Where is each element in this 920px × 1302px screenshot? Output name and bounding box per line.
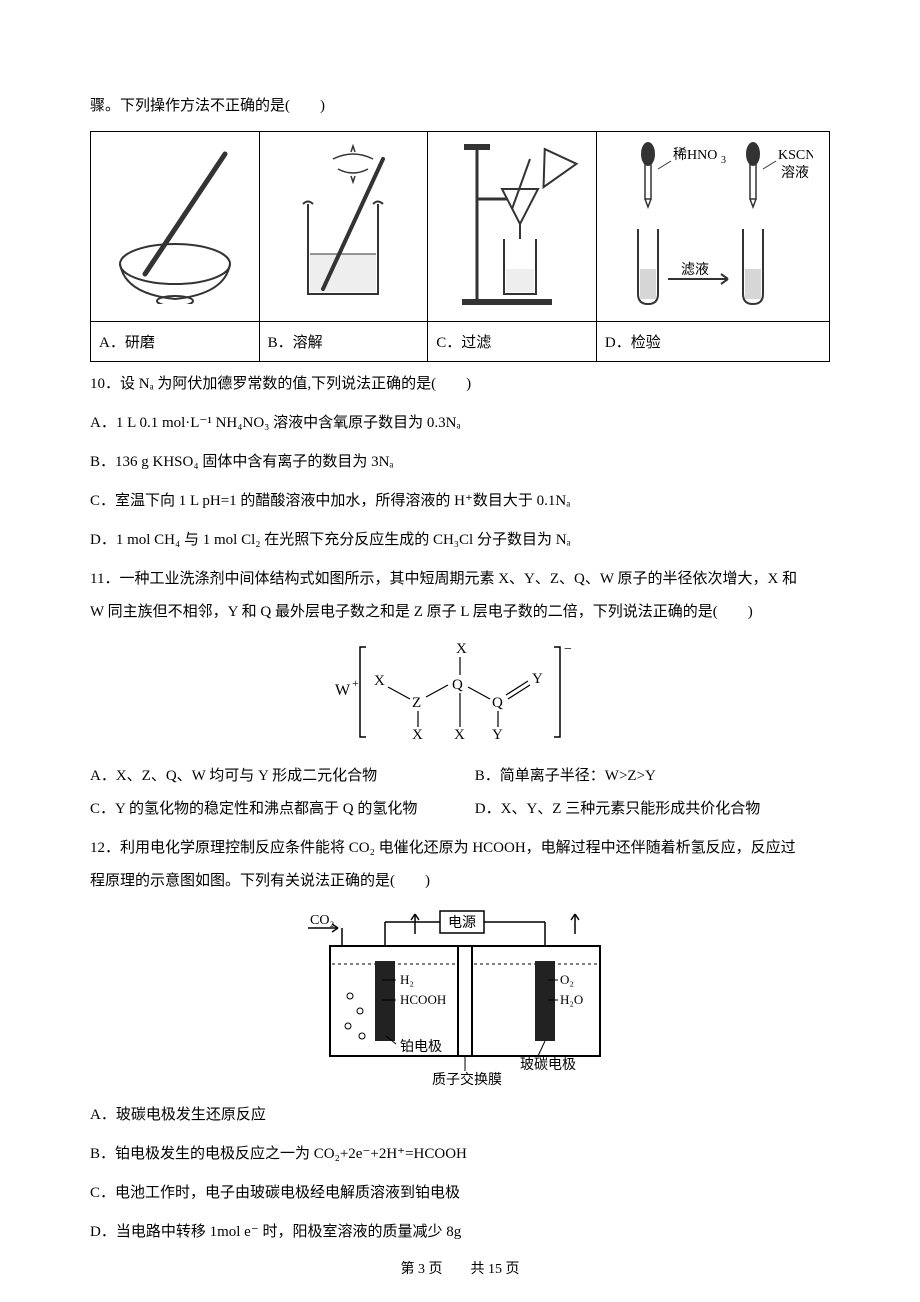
options-table: 稀HNO 3 KSCN 溶液 滤液 A．研磨 B．溶解 C．过滤 D．检验 [90, 131, 830, 362]
q10-stem: 10．设 Nₐ 为阿伏加德罗常数的值,下列说法正确的是( ) [90, 368, 830, 401]
gc-label: 玻碳电极 [520, 1057, 576, 1073]
cell-c-image [428, 132, 597, 322]
option-d: D．检验 [596, 322, 829, 362]
table-image-row: 稀HNO 3 KSCN 溶液 滤液 [91, 132, 830, 322]
cell-d-image: 稀HNO 3 KSCN 溶液 滤液 [596, 132, 829, 322]
q11-b: B．简单离子半径：W>Z>Y [475, 760, 830, 793]
q11-row2: C．Y 的氢化物的稳定性和沸点都高于 Q 的氢化物 D．X、Y、Z 三种元素只能… [90, 793, 830, 826]
hno3-label: 稀HNO [673, 147, 717, 163]
q11-row1: A．X、Z、Q、W 均可与 Y 形成二元化合物 B．简单离子半径：W>Z>Y [90, 760, 830, 793]
option-a: A．研磨 [91, 322, 260, 362]
q10-d: D．1 mol CH₄ 与 1 mol Cl₂ 在光照下充分反应生成的 CH₃C… [90, 524, 830, 557]
q12-stem2: 程原理的示意图如图。下列有关说法正确的是( ) [90, 865, 830, 898]
filtr-label: 滤液 [681, 262, 709, 278]
kscn-label: KSCN [778, 148, 813, 163]
q12-a: A．玻碳电极发生还原反应 [90, 1099, 830, 1132]
q11-structure: W + − X X Z Q Q Y X X Y [90, 637, 830, 752]
kscn-label2: 溶液 [781, 165, 809, 181]
q12-c: C．电池工作时，电子由玻碳电极经电解质溶液到铂电极 [90, 1177, 830, 1210]
electrolysis-diagram: 电源 CO₂ 质子交换膜 H₂ HCO [290, 906, 630, 1086]
cell-b-image [259, 132, 428, 322]
svg-text:Y: Y [492, 727, 503, 743]
option-b: B．溶解 [259, 322, 428, 362]
q11-c: C．Y 的氢化物的稳定性和沸点都高于 Q 的氢化物 [90, 793, 475, 826]
svg-text:Y: Y [532, 671, 543, 687]
pt-label: 铂电极 [400, 1039, 442, 1055]
q12-figure: 电源 CO₂ 质子交换膜 H₂ HCO [90, 906, 830, 1091]
grinding-icon [105, 144, 245, 304]
power-label: 电源 [448, 915, 476, 931]
hno3-sub: 3 [721, 155, 726, 166]
q11-stem2: W 同主族但不相邻，Y 和 Q 最外层电子数之和是 Z 原子 L 层电子数的二倍… [90, 596, 830, 629]
q12-stem1: 12．利用电化学原理控制反应条件能将 CO₂ 电催化还原为 HCOOH，电解过程… [90, 832, 830, 865]
dissolve-icon [273, 144, 413, 304]
intro-line: 骤。下列操作方法不正确的是( ) [90, 90, 830, 123]
h2o-label: H₂O [560, 992, 583, 1007]
svg-text:X: X [412, 727, 423, 743]
svg-text:+: + [352, 676, 359, 690]
q10-b: B．136 g KHSO₄ 固体中含有离子的数目为 3Nₐ [90, 446, 830, 479]
h2-label: H₂ [400, 972, 414, 987]
o2-label: O₂ [560, 972, 574, 987]
cell-a-image [91, 132, 260, 322]
test-icon: 稀HNO 3 KSCN 溶液 滤液 [613, 139, 813, 309]
membrane-label: 质子交换膜 [432, 1071, 502, 1086]
svg-text:Z: Z [412, 695, 421, 711]
co2-label: CO₂ [310, 913, 334, 928]
filter-icon [442, 139, 582, 309]
structure-diagram: W + − X X Z Q Q Y X X Y [330, 637, 590, 747]
svg-text:X: X [454, 727, 465, 743]
svg-text:X: X [456, 641, 467, 657]
q12-b: B．铂电极发生的电极反应之一为 CO₂+2e⁻+2H⁺=HCOOH [90, 1138, 830, 1171]
svg-text:X: X [374, 673, 385, 689]
q11-a: A．X、Z、Q、W 均可与 Y 形成二元化合物 [90, 760, 475, 793]
q12-d: D．当电路中转移 1mol e⁻ 时，阳极室溶液的质量减少 8g [90, 1216, 830, 1249]
table-option-row: A．研磨 B．溶解 C．过滤 D．检验 [91, 322, 830, 362]
q10-c: C．室温下向 1 L pH=1 的醋酸溶液中加水，所得溶液的 H⁺数目大于 0.… [90, 485, 830, 518]
page-footer: 第 3 页 共 15 页 [0, 1258, 920, 1278]
hcooh-label: HCOOH [400, 992, 446, 1007]
option-c: C．过滤 [428, 322, 597, 362]
svg-text:−: − [564, 642, 572, 657]
svg-text:Q: Q [452, 677, 463, 693]
svg-text:W: W [335, 682, 351, 699]
q11-d: D．X、Y、Z 三种元素只能形成共价化合物 [475, 793, 830, 826]
svg-text:Q: Q [492, 695, 503, 711]
q11-stem1: 11．一种工业洗涤剂中间体结构式如图所示，其中短周期元素 X、Y、Z、Q、W 原… [90, 563, 830, 596]
q10-a: A．1 L 0.1 mol·L⁻¹ NH₄NO₃ 溶液中含氧原子数目为 0.3N… [90, 407, 830, 440]
